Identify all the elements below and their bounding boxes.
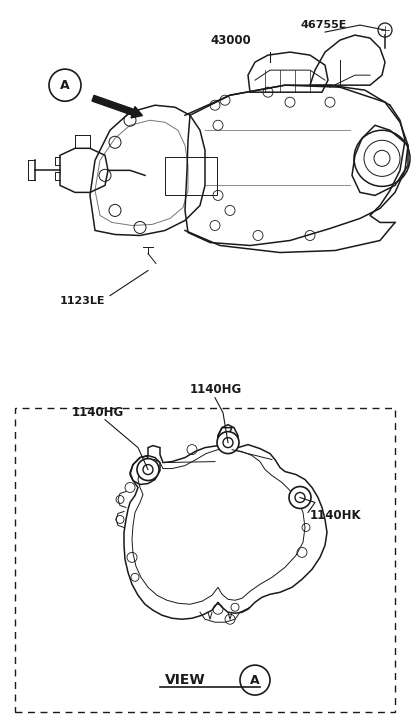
Text: 1140HK: 1140HK [310, 509, 361, 522]
Text: 43000: 43000 [210, 33, 251, 47]
Circle shape [295, 492, 305, 502]
Text: VIEW: VIEW [165, 673, 205, 687]
Circle shape [137, 459, 159, 481]
Text: A: A [250, 674, 260, 686]
Circle shape [378, 23, 392, 37]
Text: 1140HG: 1140HG [72, 406, 124, 419]
FancyArrow shape [92, 95, 142, 118]
Text: 1123LE: 1123LE [60, 296, 105, 305]
Circle shape [289, 486, 311, 508]
Bar [165, 157, 217, 196]
Text: 46755E: 46755E [300, 20, 347, 30]
Circle shape [143, 465, 153, 475]
Circle shape [223, 438, 233, 448]
Text: 1140HG: 1140HG [190, 383, 242, 396]
Text: A: A [60, 79, 70, 92]
Bar [15, 408, 395, 712]
Circle shape [217, 432, 239, 454]
